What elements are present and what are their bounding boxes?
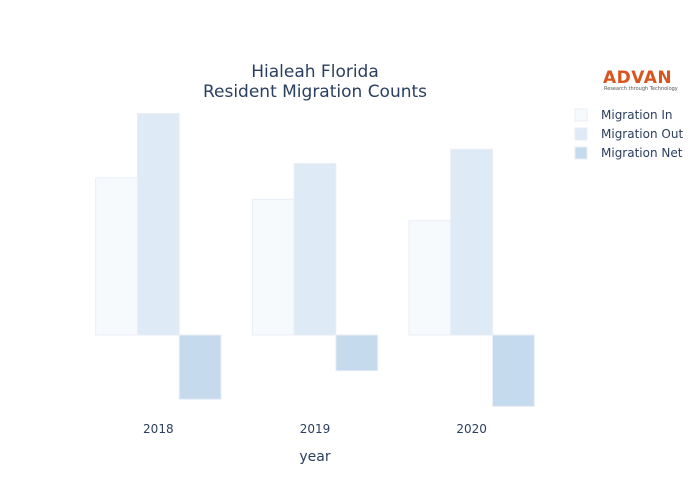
bar-migration-net-2020 (492, 334, 535, 407)
legend-swatch (574, 127, 588, 141)
legend-label[interactable]: Migration Out (601, 127, 683, 141)
advan-logo: ADVAN Research through Technology (603, 68, 678, 92)
bar-migration-out-2019 (293, 163, 337, 336)
legend-label[interactable]: Migration Net (601, 146, 683, 160)
chart-title-line-2: Resident Migration Counts (203, 82, 427, 102)
bar-migration-in-2019 (251, 198, 295, 336)
logo-tagline: Research through Technology (604, 86, 678, 92)
x-tick-label: 2020 (456, 422, 487, 436)
bar-migration-out-2020 (450, 148, 494, 336)
bar-migration-in-2018 (95, 177, 138, 336)
x-axis-title: year (299, 449, 330, 465)
bar-migration-in-2020 (408, 220, 452, 336)
bar-migration-net-2019 (335, 334, 379, 372)
chart-title: Hialeah Florida Resident Migration Count… (203, 62, 427, 102)
logo-wordmark: ADVAN (603, 68, 672, 88)
legend-swatch (574, 108, 588, 122)
legend-label[interactable]: Migration In (601, 108, 673, 122)
bar-migration-out-2018 (136, 113, 180, 336)
x-axis-ticks: 2018 2019 2020 (143, 422, 487, 436)
x-tick-label: 2019 (300, 422, 331, 436)
legend-swatch (574, 146, 588, 160)
bar-migration-net-2018 (178, 334, 222, 400)
bars-layer (95, 113, 535, 407)
chart-title-line-1: Hialeah Florida (251, 62, 379, 82)
x-tick-label: 2018 (143, 422, 174, 436)
legend: Migration In Migration Out Migration Net (574, 108, 683, 160)
